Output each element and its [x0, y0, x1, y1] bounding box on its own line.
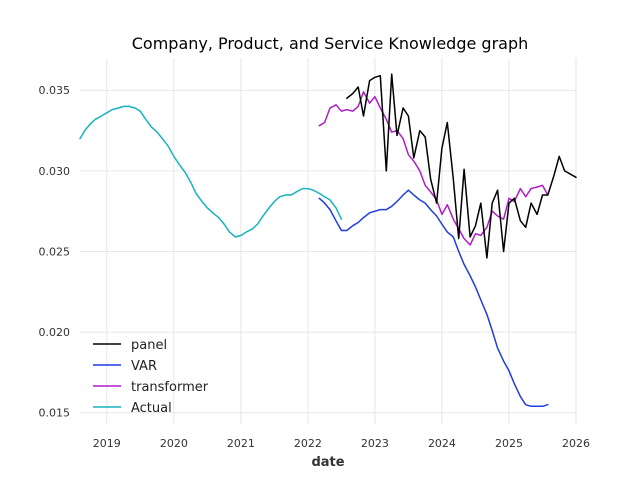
series-line-var [318, 189, 549, 408]
x-tick-label: 2026 [562, 437, 590, 450]
y-tick-label: 0.020 [39, 326, 71, 339]
legend-label: transformer [131, 380, 209, 395]
x-axis-label: date [311, 455, 344, 470]
x-tick-label: 2023 [361, 437, 389, 450]
y-tick-labels: 0.015 0.020 0.025 0.030 0.035 [39, 84, 71, 419]
x-tick-label: 2020 [160, 437, 188, 450]
series-line-transformer [318, 91, 549, 246]
y-tick-label: 0.035 [39, 84, 71, 97]
y-tick-label: 0.030 [39, 165, 71, 178]
x-tick-label: 2025 [495, 437, 523, 450]
x-tick-label: 2024 [428, 437, 456, 450]
x-tick-label: 2022 [294, 437, 322, 450]
x-tick-labels: 2019 2020 2021 2022 2023 2024 2025 2026 [93, 437, 590, 450]
series-lines [79, 73, 577, 408]
chart-title: Company, Product, and Service Knowledge … [132, 34, 529, 53]
x-tick-label: 2021 [227, 437, 255, 450]
series-line-panel [346, 73, 577, 259]
legend: panel VAR transformer Actual [93, 338, 209, 416]
y-tick-label: 0.015 [39, 407, 71, 420]
legend-label: VAR [131, 359, 157, 374]
series-line-actual [79, 105, 343, 238]
y-tick-label: 0.025 [39, 245, 71, 258]
legend-label: panel [131, 338, 167, 353]
legend-label: Actual [131, 401, 172, 416]
x-tick-label: 2019 [93, 437, 121, 450]
